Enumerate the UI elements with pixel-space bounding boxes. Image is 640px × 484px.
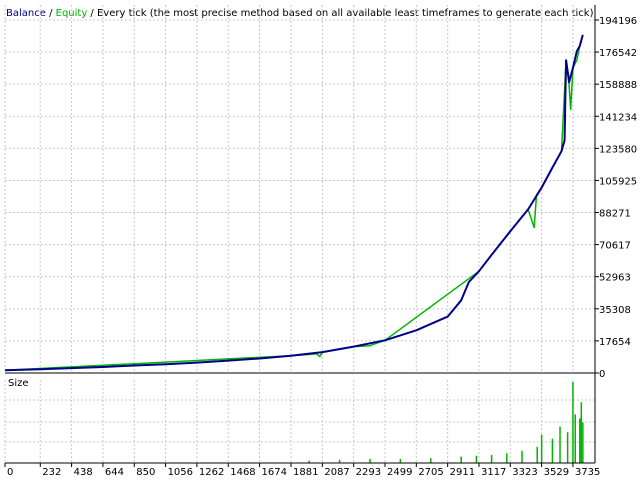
y-tick-label: 52963 [599, 273, 631, 284]
balance-line [4, 34, 584, 372]
y-tick-label: 105925 [599, 176, 637, 187]
x-tick-label: 850 [136, 467, 155, 478]
y-tick-label: 176542 [599, 48, 637, 59]
y-tick-label: 70617 [599, 241, 631, 252]
x-tick-label: 3323 [512, 467, 537, 478]
y-tick-label: 0 [599, 369, 605, 380]
x-tick-label: 2087 [324, 467, 349, 478]
y-tick-label: 88271 [599, 209, 631, 220]
x-tick-label: 2705 [418, 467, 443, 478]
x-tick-label: 1262 [199, 467, 224, 478]
x-tick-label: 232 [42, 467, 61, 478]
x-tick-label: 2499 [387, 467, 412, 478]
lines-layer [4, 34, 584, 372]
size-pane-label: Size [8, 378, 29, 389]
x-tick-label: 438 [74, 467, 93, 478]
x-tick-label: 0 [7, 467, 13, 478]
y-tick-label: 194196 [599, 16, 637, 27]
x-tick-label: 3117 [481, 467, 506, 478]
size-bars-layer [308, 382, 584, 463]
balance-legend-label: Balance [6, 8, 46, 19]
equity-line [4, 34, 584, 372]
y-tick-label: 158888 [599, 80, 637, 91]
x-tick-label: 1468 [230, 467, 255, 478]
x-tick-label: 3529 [544, 467, 569, 478]
y-tick-label: 17654 [599, 337, 631, 348]
x-tick-label: 1056 [168, 467, 193, 478]
x-tick-label: 2293 [356, 467, 381, 478]
test-mode-description: / Every tick (the most precise method ba… [87, 8, 593, 19]
header-line: Balance / Equity / Every tick (the most … [6, 8, 594, 19]
x-tick-label: 644 [105, 467, 124, 478]
x-tick-label: 1674 [262, 467, 287, 478]
x-tick-label: 2911 [450, 467, 475, 478]
y-tick-label: 35308 [599, 305, 631, 316]
axis-layer: 0 17654 35308 52963 70617 88271 105925 123580 14… [4, 16, 637, 478]
y-tick-label: 123580 [599, 144, 637, 155]
legend-separator: / [46, 8, 56, 19]
x-tick-label: 1881 [293, 467, 318, 478]
x-tick-label: 3735 [575, 467, 600, 478]
y-tick-label: 141234 [599, 112, 637, 123]
grid-layer [4, 5, 595, 463]
